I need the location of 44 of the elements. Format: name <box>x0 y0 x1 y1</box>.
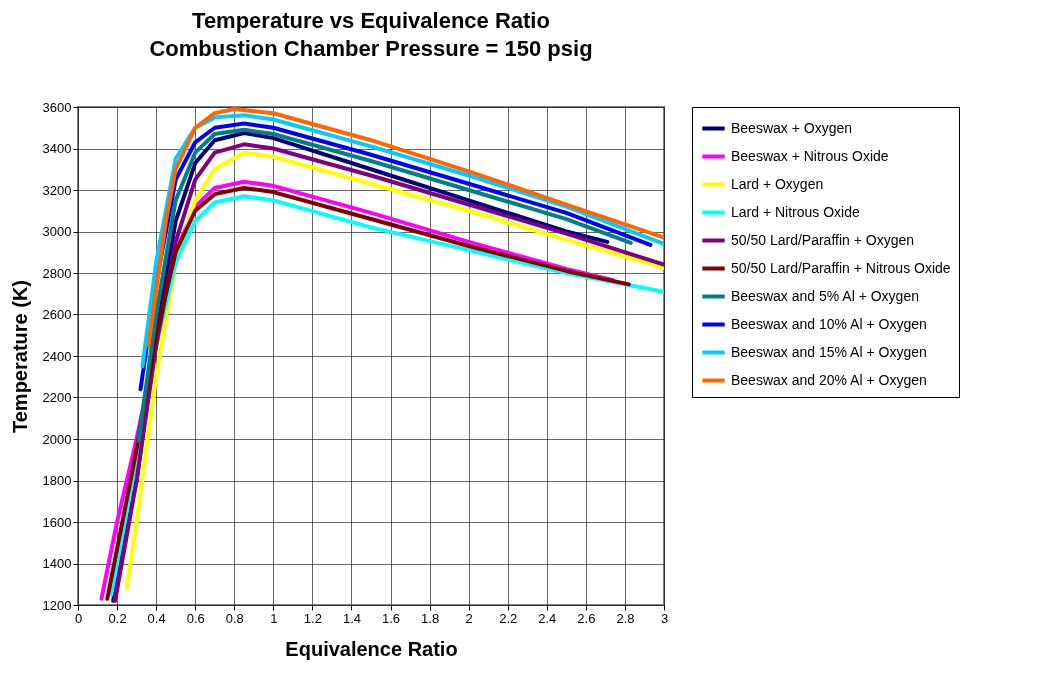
y-tick-label: 1200 <box>42 597 72 613</box>
x-tick-label: 3 <box>660 610 669 626</box>
legend-label: Beeswax + Oxygen <box>731 119 853 136</box>
x-tick-label: 0.2 <box>108 610 127 626</box>
x-tick-label: 1 <box>270 610 278 626</box>
x-tick-label: 2.2 <box>499 610 518 626</box>
line-series <box>136 127 633 444</box>
y-tick-label: 3600 <box>42 99 72 115</box>
y-tick-label: 1600 <box>42 514 72 530</box>
legend-label: Lard + Oxygen <box>731 175 824 192</box>
legend-label: Beeswax and 20% Al + Oxygen <box>731 371 927 388</box>
x-axis-title: Equivalence Ratio <box>285 637 458 660</box>
y-tick-label: 2000 <box>42 431 72 447</box>
legend-label: Beeswax and 10% Al + Oxygen <box>731 315 927 332</box>
legend-label: 50/50 Lard/Paraffin + Oxygen <box>731 231 915 248</box>
y-tick-label: 2800 <box>42 265 72 281</box>
y-tick-label: 3000 <box>42 224 72 239</box>
legend-label: 50/50 Lard/Paraffin + Nitrous Oxide <box>731 259 951 276</box>
x-tick-label: 0.6 <box>186 610 205 626</box>
x-tick-label: 2 <box>465 610 473 626</box>
y-tick-label: 3400 <box>42 141 72 156</box>
y-tick-label: 1800 <box>42 473 72 488</box>
x-tick-label: 2.6 <box>577 610 596 626</box>
x-tick-label: 1.4 <box>342 610 362 626</box>
chart-subtitle: Combustion Chamber Pressure = 150 psig <box>149 36 593 61</box>
x-tick-label: 0 <box>74 610 83 626</box>
y-tick-label: 1400 <box>42 556 72 571</box>
x-tick-label: 0.4 <box>147 610 166 626</box>
legend-label: Beeswax and 5% Al + Oxygen <box>731 287 919 304</box>
x-tick-label: 0.8 <box>225 610 244 626</box>
x-tick-label: 1.8 <box>421 610 440 626</box>
y-tick-label: 3200 <box>42 182 72 198</box>
y-axis-title: Temperature (K) <box>8 280 31 433</box>
x-tick-label: 2.4 <box>538 610 557 626</box>
x-tick-label: 1.2 <box>303 610 322 626</box>
x-tick-label: 1.6 <box>381 610 401 626</box>
chart-title: Temperature vs Equivalence Ratio <box>192 8 550 33</box>
legend-label: Beeswax and 15% Al + Oxygen <box>731 343 927 360</box>
x-tick-label: 2.8 <box>616 610 635 626</box>
legend-label: Beeswax + Nitrous Oxide <box>731 147 889 164</box>
legend-label: Lard + Nitrous Oxide <box>731 203 860 220</box>
y-tick-label: 2600 <box>42 307 72 322</box>
y-tick-label: 2200 <box>42 390 72 405</box>
y-tick-label: 2400 <box>42 348 72 364</box>
